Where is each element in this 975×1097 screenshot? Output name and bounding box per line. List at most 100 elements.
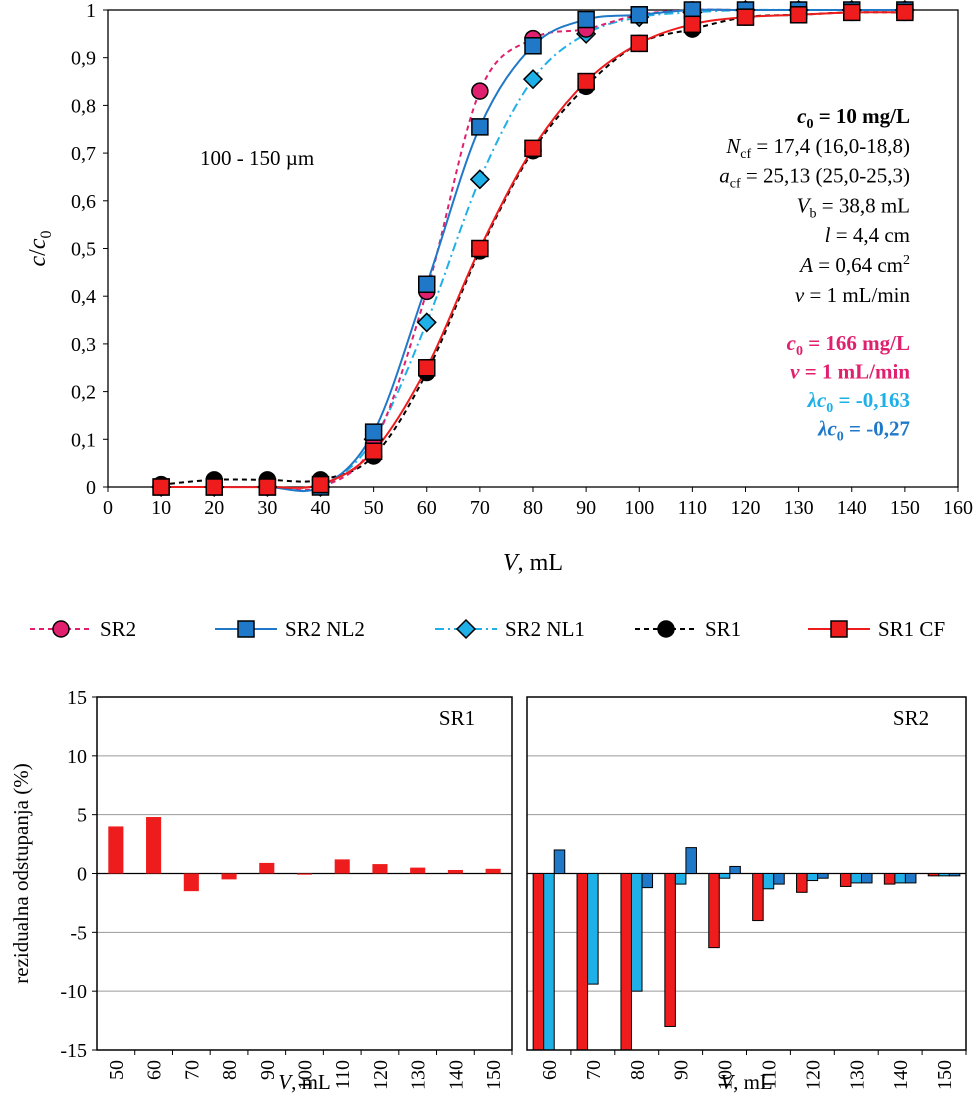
x-tick-label: 70 (470, 497, 490, 519)
size-annotation: 100 - 150 µm (200, 146, 314, 170)
y-tick-label: 0,2 (71, 382, 96, 404)
param-colored-1: v = 1 mL/min (790, 360, 910, 384)
y-axis-label-den: c (25, 238, 51, 249)
y-tick-label: -5 (70, 922, 87, 944)
bar (553, 849, 566, 875)
param-text: = -0,27 (844, 417, 910, 441)
param-line-4: l = 4,4 cm (825, 223, 910, 247)
bar (904, 873, 917, 884)
bar (630, 873, 643, 992)
bar (641, 873, 654, 889)
param-var: v (790, 360, 800, 384)
x-tick-label: 80 (523, 497, 543, 519)
x-tick-label: 40 (311, 497, 331, 519)
y-tick-label: 0,5 (71, 239, 96, 261)
data-point (896, 3, 914, 22)
bar (543, 873, 555, 1050)
legend: SR2 SR2 NL2 SR2 NL1 SR1 SR1 CF (30, 617, 945, 641)
panel-frame (526, 696, 967, 1051)
data-point (789, 6, 808, 24)
bar (773, 873, 785, 885)
y-tick-label: 15 (67, 687, 87, 709)
bar (927, 873, 940, 877)
x-axis-var: V (503, 550, 520, 576)
param-line-0: c0 = 10 mg/L (797, 104, 910, 132)
param-text: = 25,13 (25,0-25,3) (741, 164, 910, 188)
bar (850, 873, 863, 884)
y-tick-label: 0,9 (71, 48, 96, 70)
data-point (683, 15, 702, 34)
legend-label: SR1 CF (878, 617, 945, 641)
param-text: = 0,64 cm (813, 253, 903, 277)
x-tick-label: 150 (890, 497, 920, 519)
legend-marker (237, 620, 255, 638)
x-tick-label: 90 (257, 1060, 279, 1080)
data-point (736, 8, 755, 26)
data-point (577, 10, 595, 29)
y-axis-label: c/c0 (25, 231, 55, 267)
residuals-sr2-panel: 60 70 80 90 100 110 120 130 140 150 SR2 V, mL (526, 696, 967, 1094)
bar (372, 864, 388, 874)
bar (796, 873, 808, 893)
param-text: = 1 mL/min (799, 360, 910, 384)
bar (410, 867, 426, 874)
y-tick-label: 0,1 (71, 429, 96, 451)
bar (806, 873, 819, 882)
x-tick-label: 100 (715, 1060, 737, 1090)
y-tick-label: 0,4 (71, 286, 96, 308)
x-tick-label: 110 (758, 1060, 780, 1089)
param-colored-2: λc0 = -0,163 (807, 388, 910, 416)
series-line-sr2-nl2 (161, 8, 905, 493)
y-tick-label: 1 (86, 0, 96, 22)
bar (296, 873, 313, 875)
series-line-sr1-cf (161, 11, 905, 489)
param-var: l (825, 223, 831, 247)
x-tick-label: 150 (483, 1060, 505, 1090)
x-tick-label: 100 (624, 497, 654, 519)
data-point (577, 72, 595, 91)
x-tick-label: 60 (144, 1060, 166, 1080)
param-var: v (795, 283, 805, 307)
x-tick-label: 0 (103, 497, 113, 519)
param-line-2: acf = 25,13 (25,0-25,3) (719, 164, 910, 192)
bar (762, 873, 775, 890)
x-tick-label: 140 (890, 1060, 912, 1090)
data-point (152, 478, 170, 496)
param-var: N (725, 134, 741, 158)
x-tick-label: 60 (417, 497, 437, 519)
residuals-sr1-panel: 50 60 70 80 90 100 110 120 130 140 150SR1151050-5-… (9, 687, 513, 1094)
data-point (524, 139, 542, 158)
bars (532, 847, 961, 1050)
bar (587, 873, 599, 985)
param-sub: b (809, 206, 816, 221)
param-text: = 10 mg/L (813, 104, 910, 128)
bar (674, 873, 687, 885)
y-tick-label: -15 (60, 1040, 87, 1062)
x-tick-label: 50 (364, 497, 384, 519)
param-var: A (798, 253, 813, 277)
data-point (843, 3, 861, 22)
y-axis-label-sub: 0 (38, 231, 55, 239)
x-tick-label: 90 (576, 497, 596, 519)
x-tick-label: 100 (295, 1060, 317, 1090)
x-axis-unit: , mL (291, 1070, 331, 1094)
x-axis-unit: , mL (733, 1070, 773, 1094)
y-tick-label: 0 (77, 864, 87, 886)
y-tick-label: -10 (60, 981, 87, 1003)
param-var: c (797, 104, 807, 128)
param-var: V (797, 193, 812, 217)
param-var: c (787, 331, 797, 355)
data-point (258, 478, 277, 496)
param-sup: 2 (903, 253, 910, 268)
param-colored-3: λc0 = -0,27 (817, 417, 910, 445)
x-axis-label: V, mL (503, 550, 563, 576)
param-line-3: Vb = 38,8 mL (797, 193, 910, 221)
x-tick-label: 140 (837, 497, 867, 519)
x-tick-label: 120 (370, 1060, 392, 1090)
param-var: λc (817, 417, 837, 441)
x-tick-label: 20 (204, 497, 224, 519)
x-axis-unit: , mL (518, 550, 563, 576)
legend-label: SR2 (100, 617, 136, 641)
data-point (364, 442, 383, 460)
param-line-5: A = 0,64 cm2 (798, 253, 910, 277)
